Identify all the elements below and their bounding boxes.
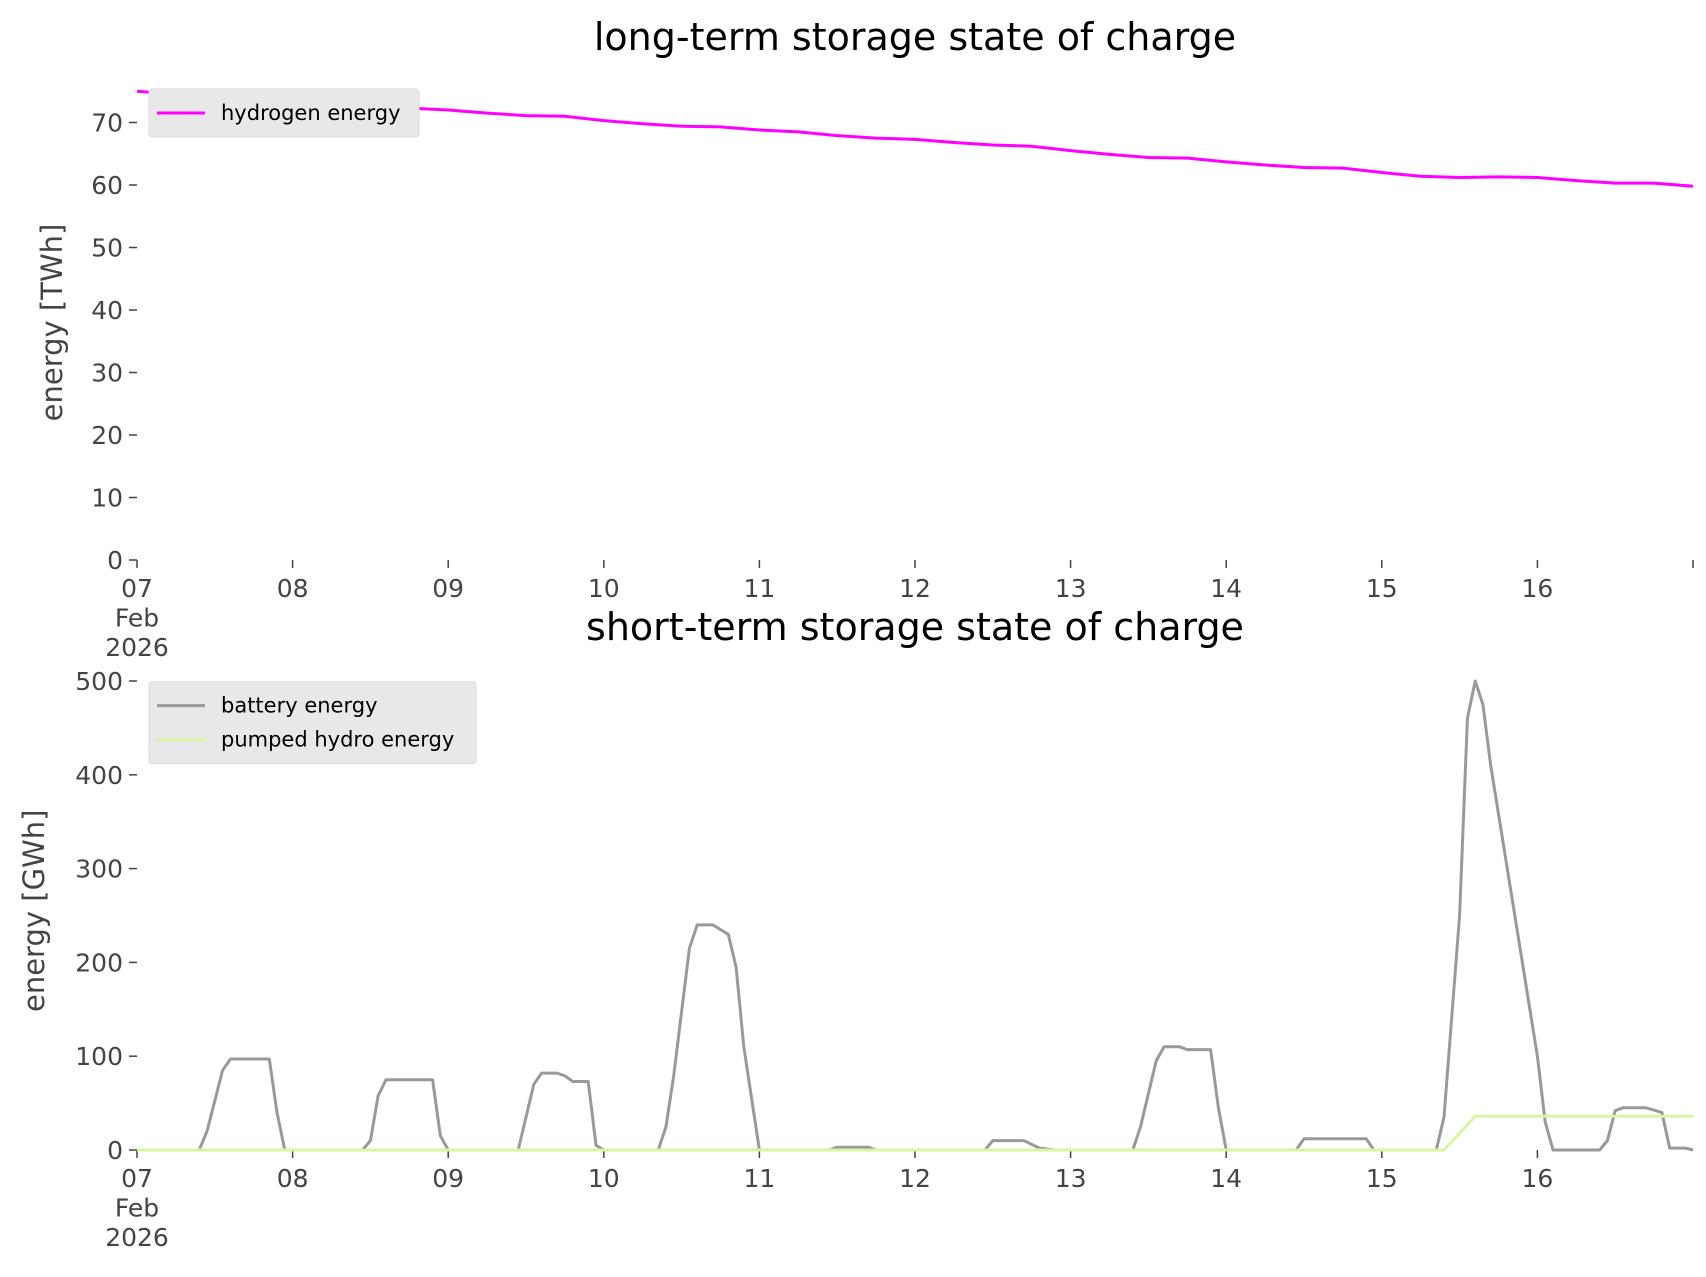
x-tick-label: 08 [277, 1164, 309, 1193]
y-tick-label: 30 [91, 359, 123, 388]
x-tick-label: 15 [1366, 574, 1398, 603]
y-tick-label: 10 [91, 484, 123, 513]
y-axis-label: energy [GWh] [17, 810, 51, 1012]
y-tick-label: 100 [75, 1042, 123, 1071]
legend-box [148, 88, 420, 138]
y-tick-label: 300 [75, 855, 123, 884]
x-tick-label: 10 [588, 574, 620, 603]
x-tick-label: 11 [743, 1164, 775, 1193]
y-axis-label: energy [TWh] [35, 224, 69, 422]
x-tick-label: 15 [1366, 1164, 1398, 1193]
chart-title: short-term storage state of charge [586, 605, 1244, 649]
legend: battery energy pumped hydro energy [148, 681, 477, 765]
series-line [137, 1114, 1693, 1152]
x-tick-label: 10 [588, 1164, 620, 1193]
legend-box [148, 681, 477, 765]
x-tick-label: 08 [277, 574, 309, 603]
x-tick-label: 11 [743, 574, 775, 603]
x-tick-label: 13 [1055, 1164, 1087, 1193]
y-tick-label: 0 [107, 546, 123, 575]
y-tick-label: 400 [75, 761, 123, 790]
legend-label: battery energy [221, 694, 378, 718]
legend-label: pumped hydro energy [221, 728, 454, 752]
x-tick-label: 07 Feb 2026 [105, 1164, 169, 1252]
y-tick-label: 200 [75, 948, 123, 977]
y-tick-label: 20 [91, 421, 123, 450]
y-tick-label: 0 [107, 1136, 123, 1165]
x-tick-label: 14 [1210, 574, 1242, 603]
x-tick-label: 12 [899, 1164, 931, 1193]
x-tick-label: 07 Feb 2026 [105, 574, 169, 662]
x-tick-label: 13 [1055, 574, 1087, 603]
x-tick-label: 16 [1521, 574, 1553, 603]
x-tick-label: 16 [1521, 1164, 1553, 1193]
legend: hydrogen energy [148, 88, 420, 138]
y-tick-label: 60 [91, 171, 123, 200]
x-tick-label: 12 [899, 574, 931, 603]
x-tick-label: 09 [432, 1164, 464, 1193]
chart-title: long-term storage state of charge [594, 15, 1236, 59]
y-tick-label: 50 [91, 234, 123, 263]
y-tick-label: 70 [91, 109, 123, 138]
y-tick-label: 40 [91, 296, 123, 325]
y-tick-label: 500 [75, 667, 123, 696]
x-tick-label: 14 [1210, 1164, 1242, 1193]
x-tick-label: 09 [432, 574, 464, 603]
legend-label: hydrogen energy [221, 101, 401, 125]
